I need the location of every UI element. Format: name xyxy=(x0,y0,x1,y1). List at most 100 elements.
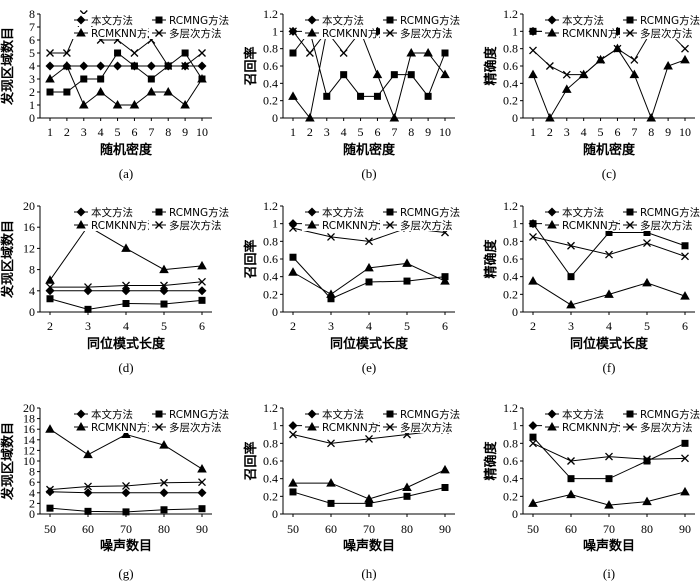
series-1 xyxy=(289,27,449,100)
x-axis-title: 随机密度 xyxy=(583,142,636,158)
legend-bg xyxy=(302,421,376,433)
data-point xyxy=(562,70,571,79)
y-tick-label: 16 xyxy=(23,220,35,234)
legend-bg xyxy=(620,27,694,39)
y-tick-label: 1 xyxy=(272,24,278,38)
x-tick-label: 4 xyxy=(366,319,372,333)
data-point xyxy=(180,100,190,109)
data-point xyxy=(605,475,613,483)
data-point xyxy=(680,291,690,300)
x-tick-label: 6 xyxy=(442,319,448,333)
data-point xyxy=(681,242,689,250)
legend-marker xyxy=(547,422,557,431)
data-point xyxy=(288,478,298,487)
data-point xyxy=(681,454,689,463)
series-3 xyxy=(46,277,206,292)
series-2 xyxy=(288,464,450,503)
y-axis-title: 发现区域数目 xyxy=(0,422,16,501)
legend-marker xyxy=(307,15,317,25)
y-tick-label: 0.6 xyxy=(503,252,518,266)
data-point xyxy=(441,49,449,57)
legend-marker xyxy=(307,220,317,229)
y-tick-label: 0 xyxy=(29,111,35,125)
data-point xyxy=(528,498,538,507)
x-tick-label: 7 xyxy=(631,125,637,139)
legend-bg xyxy=(302,14,376,26)
x-tick-label: 5 xyxy=(404,319,410,333)
data-point xyxy=(130,62,138,70)
y-tick-label: 1 xyxy=(272,419,278,433)
data-point xyxy=(681,252,689,261)
data-point xyxy=(613,27,621,35)
legend-bg xyxy=(380,27,454,39)
legend-entry: 本文方法 xyxy=(71,14,145,27)
panel-caption: (d) xyxy=(118,360,133,375)
y-tick-label: 0.8 xyxy=(503,436,518,450)
x-axis-title: 同位模式长度 xyxy=(87,336,166,352)
legend-label: 多层次方法 xyxy=(400,219,453,232)
y-tick-label: 0.6 xyxy=(503,454,518,468)
data-point xyxy=(62,49,71,57)
y-tick-label: 1 xyxy=(272,217,278,231)
series-0 xyxy=(45,286,207,296)
legend-label: 本文方法 xyxy=(91,14,133,27)
legend-entry: RCMKNN方法 xyxy=(71,219,158,232)
legend-label: RCMNG方法 xyxy=(169,14,229,27)
data-point xyxy=(159,488,169,498)
legend-marker xyxy=(76,422,86,431)
data-point xyxy=(545,62,554,70)
y-tick-label: 0 xyxy=(29,507,35,521)
data-point xyxy=(197,260,207,270)
y-tick-label: 2 xyxy=(29,85,35,99)
data-point xyxy=(198,478,206,487)
data-point xyxy=(630,55,639,64)
data-point xyxy=(365,434,373,443)
x-tick-label: 5 xyxy=(644,319,650,333)
data-point xyxy=(528,421,538,431)
y-tick-label: 0.4 xyxy=(503,472,518,486)
data-point xyxy=(326,289,336,298)
data-point xyxy=(121,488,131,498)
data-point xyxy=(198,505,206,513)
x-tick-label: 50 xyxy=(44,522,56,536)
x-tick-label: 10 xyxy=(439,125,451,139)
x-tick-label: 90 xyxy=(679,522,691,536)
y-tick-label: 0.4 xyxy=(263,270,278,284)
data-point xyxy=(45,275,55,284)
x-tick-label: 60 xyxy=(565,522,577,536)
data-point xyxy=(96,61,106,71)
series-1 xyxy=(46,504,206,516)
data-point xyxy=(423,48,433,57)
series-line xyxy=(532,236,686,257)
y-tick-label: 1 xyxy=(512,419,518,433)
series-line xyxy=(49,225,203,281)
data-point xyxy=(288,421,298,431)
legend-bg xyxy=(302,408,376,420)
x-tick-label: 5 xyxy=(598,125,604,139)
x-tick-label: 5 xyxy=(358,125,364,139)
legend-label: 本文方法 xyxy=(562,14,604,27)
chart-panel-b: 00.20.40.60.811.21 2 3 4 5 6 7 8 9 10随机密度召回率(b)本文… xyxy=(243,7,460,181)
data-point xyxy=(46,49,54,57)
x-tick-label: 2 xyxy=(47,319,53,333)
legend-marker xyxy=(307,422,317,431)
legend-entry: 本文方法 xyxy=(71,408,145,421)
y-axis-title: 发现区域数目 xyxy=(0,27,16,106)
y-tick-label: 0.8 xyxy=(263,42,278,56)
data-point xyxy=(198,49,206,57)
data-point xyxy=(681,439,689,447)
data-point xyxy=(122,300,130,308)
x-tick-label: 9 xyxy=(182,125,188,139)
y-tick-label: 0.8 xyxy=(263,234,278,248)
legend-marker xyxy=(155,208,163,216)
data-point xyxy=(46,504,54,512)
data-point xyxy=(79,61,89,71)
data-point xyxy=(121,286,131,296)
data-point xyxy=(440,464,450,474)
legend-entry: RCMKNN方法 xyxy=(542,219,629,232)
x-tick-label: 10 xyxy=(196,125,208,139)
legend-entry: RCMKNN方法 xyxy=(302,27,389,40)
x-tick-label: 90 xyxy=(196,522,208,536)
series-3 xyxy=(529,232,689,261)
